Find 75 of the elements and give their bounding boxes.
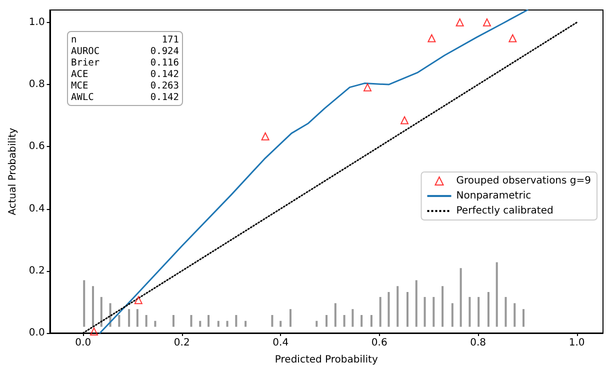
point: [364, 83, 372, 92]
bar: [468, 296, 471, 327]
bar: [432, 296, 435, 327]
point: [456, 18, 464, 26]
bar: [136, 309, 138, 327]
x-tick-label: 0.2: [174, 338, 190, 348]
bar: [406, 292, 408, 327]
bar: [522, 309, 525, 327]
bar: [496, 262, 498, 327]
text: MCE 0.263: [71, 80, 179, 92]
bar: [396, 286, 399, 327]
bar: [100, 296, 102, 327]
bar: [92, 286, 94, 327]
bar: [343, 314, 346, 327]
text: Brier 0.116: [71, 57, 179, 68]
bar: [478, 296, 480, 327]
point: [90, 327, 98, 336]
x-tick-label: 0.6: [371, 338, 388, 348]
bar: [190, 314, 192, 327]
text: AUROC 0.924: [71, 46, 179, 57]
y-tick-label: 0.2: [28, 265, 45, 276]
bar: [379, 296, 382, 327]
bar: [316, 320, 318, 327]
legend-label: Grouped observations g=9: [456, 176, 592, 186]
y-tick-label: 0.4: [28, 203, 45, 214]
x-tick-label: 0.8: [470, 338, 486, 348]
text: ACE 0.142: [71, 68, 179, 80]
bar: [352, 309, 354, 327]
bar: [154, 320, 156, 327]
x-tick-label: 1.0: [568, 338, 585, 348]
bar: [199, 320, 202, 327]
text: n 171: [71, 34, 179, 46]
bar: [442, 286, 444, 327]
y-axis-title: Actual Probability: [8, 128, 18, 216]
x-tick-label: 0.0: [75, 338, 92, 348]
x-tick-label: 0.4: [272, 338, 289, 348]
bar: [280, 320, 282, 327]
bar: [415, 280, 418, 327]
legend-label: Nonparametric: [456, 190, 532, 202]
bar: [217, 320, 220, 327]
y-tick-label: 0.6: [28, 141, 45, 152]
legend-label: Perfectly calibrated: [456, 206, 554, 216]
point: [400, 116, 409, 124]
bar: [271, 314, 274, 327]
bar: [360, 314, 363, 327]
point: [508, 34, 517, 42]
point: [482, 18, 491, 26]
bar: [334, 303, 336, 327]
bar: [504, 296, 507, 327]
bar: [487, 292, 490, 327]
bar: [128, 309, 130, 327]
bar: [226, 320, 228, 327]
bar: [460, 268, 462, 327]
bar: [289, 309, 292, 327]
bar: [172, 314, 174, 327]
bar: [145, 314, 148, 327]
bar: [451, 303, 454, 327]
x-axis-title: Predicted Probability: [274, 354, 378, 366]
bar: [83, 280, 86, 327]
y-tick-label: 1.0: [28, 16, 45, 28]
bar: [118, 314, 120, 327]
bar: [514, 303, 516, 327]
bar: [244, 320, 247, 327]
point: [428, 34, 436, 42]
text: AWLC 0.142: [71, 92, 179, 103]
y-tick-label: 0.0: [28, 328, 45, 338]
bar: [208, 314, 210, 327]
y-tick-label: 0.8: [28, 79, 45, 90]
point: [134, 296, 142, 304]
bar: [235, 314, 238, 327]
bar: [424, 296, 426, 327]
point: [261, 132, 270, 140]
bar: [326, 314, 328, 327]
bar: [388, 292, 390, 327]
bar: [370, 314, 372, 327]
